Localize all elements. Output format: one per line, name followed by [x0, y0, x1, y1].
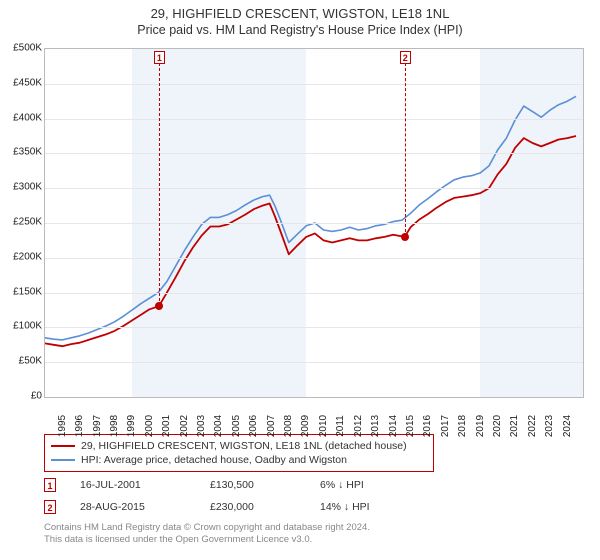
marker-dot-2 — [401, 233, 409, 241]
y-axis-label: £500K — [2, 43, 42, 54]
y-axis-label: £250K — [2, 217, 42, 228]
x-axis-label: 1995 — [57, 415, 68, 437]
transactions-table: 1 16-JUL-2001£130,5006% ↓ HPI 2 28-AUG-2015… — [44, 474, 420, 518]
transaction-row: 1 16-JUL-2001£130,5006% ↓ HPI — [44, 474, 420, 496]
transaction-price: £230,000 — [210, 501, 320, 513]
y-axis-label: £0 — [2, 391, 42, 402]
footer-line2: This data is licensed under the Open Gov… — [44, 534, 370, 546]
marker-line-2 — [405, 63, 406, 237]
x-axis-label: 2014 — [388, 415, 399, 437]
gridline-h — [45, 188, 583, 189]
series-hpi — [45, 96, 576, 340]
x-axis-label: 2001 — [161, 415, 172, 437]
transaction-pct: 6% ↓ HPI — [320, 479, 420, 491]
transaction-price: £130,500 — [210, 479, 320, 491]
x-axis-label: 2024 — [562, 415, 573, 437]
chart-title-address: 29, HIGHFIELD CRESCENT, WIGSTON, LE18 1N… — [0, 0, 600, 21]
chart-title-subtitle: Price paid vs. HM Land Registry's House … — [0, 21, 600, 41]
legend-label: 29, HIGHFIELD CRESCENT, WIGSTON, LE18 1N… — [81, 439, 407, 453]
gridline-h — [45, 327, 583, 328]
x-axis-label: 2021 — [509, 415, 520, 437]
x-axis-label: 1998 — [109, 415, 120, 437]
x-axis-label: 1996 — [74, 415, 85, 437]
y-axis-label: £200K — [2, 251, 42, 262]
x-axis-label: 2022 — [527, 415, 538, 437]
y-axis-label: £50K — [2, 356, 42, 367]
legend-swatch — [51, 445, 75, 447]
y-axis-label: £400K — [2, 112, 42, 123]
x-axis-label: 2006 — [248, 415, 259, 437]
gridline-h — [45, 153, 583, 154]
y-axis-label: £300K — [2, 182, 42, 193]
gridline-h — [45, 258, 583, 259]
legend-label: HPI: Average price, detached house, Oadb… — [81, 453, 347, 467]
marker-dot-1 — [155, 302, 163, 310]
legend-row: HPI: Average price, detached house, Oadb… — [51, 453, 427, 467]
x-axis-label: 2000 — [144, 415, 155, 437]
x-axis-label: 2005 — [231, 415, 242, 437]
x-axis-label: 2023 — [544, 415, 555, 437]
marker-box-1: 1 — [154, 51, 165, 64]
gridline-h — [45, 293, 583, 294]
legend-swatch — [51, 459, 75, 461]
x-axis-label: 2017 — [440, 415, 451, 437]
transaction-marker-2: 2 — [44, 500, 56, 514]
transaction-date: 28-AUG-2015 — [80, 501, 210, 513]
x-axis-label: 2013 — [370, 415, 381, 437]
x-axis-label: 2009 — [300, 415, 311, 437]
legend-box: 29, HIGHFIELD CRESCENT, WIGSTON, LE18 1N… — [44, 434, 434, 472]
marker-line-1 — [159, 63, 160, 306]
x-axis-label: 2012 — [353, 415, 364, 437]
transaction-pct: 14% ↓ HPI — [320, 501, 420, 513]
marker-box-2: 2 — [400, 51, 411, 64]
gridline-h — [45, 84, 583, 85]
x-axis-label: 2003 — [196, 415, 207, 437]
footer-attribution: Contains HM Land Registry data © Crown c… — [44, 522, 370, 546]
x-axis-label: 2015 — [405, 415, 416, 437]
x-axis-label: 1999 — [126, 415, 137, 437]
y-axis-label: £100K — [2, 321, 42, 332]
x-axis-label: 2020 — [492, 415, 503, 437]
x-axis-label: 2016 — [422, 415, 433, 437]
transaction-row: 2 28-AUG-2015£230,00014% ↓ HPI — [44, 496, 420, 518]
gridline-h — [45, 223, 583, 224]
legend-row: 29, HIGHFIELD CRESCENT, WIGSTON, LE18 1N… — [51, 439, 427, 453]
x-axis-label: 2004 — [213, 415, 224, 437]
x-axis-label: 2019 — [475, 415, 486, 437]
y-axis-label: £150K — [2, 286, 42, 297]
x-axis-label: 2007 — [266, 415, 277, 437]
gridline-h — [45, 362, 583, 363]
x-axis-label: 2018 — [457, 415, 468, 437]
footer-line1: Contains HM Land Registry data © Crown c… — [44, 522, 370, 534]
transaction-date: 16-JUL-2001 — [80, 479, 210, 491]
gridline-h — [45, 119, 583, 120]
x-axis-label: 2002 — [179, 415, 190, 437]
y-axis-label: £450K — [2, 77, 42, 88]
x-axis-label: 2008 — [283, 415, 294, 437]
chart-plot-area: 12 — [44, 48, 584, 398]
transaction-marker-1: 1 — [44, 478, 56, 492]
x-axis-label: 1997 — [92, 415, 103, 437]
x-axis-label: 2011 — [335, 415, 346, 437]
x-axis-label: 2010 — [318, 415, 329, 437]
y-axis-label: £350K — [2, 147, 42, 158]
